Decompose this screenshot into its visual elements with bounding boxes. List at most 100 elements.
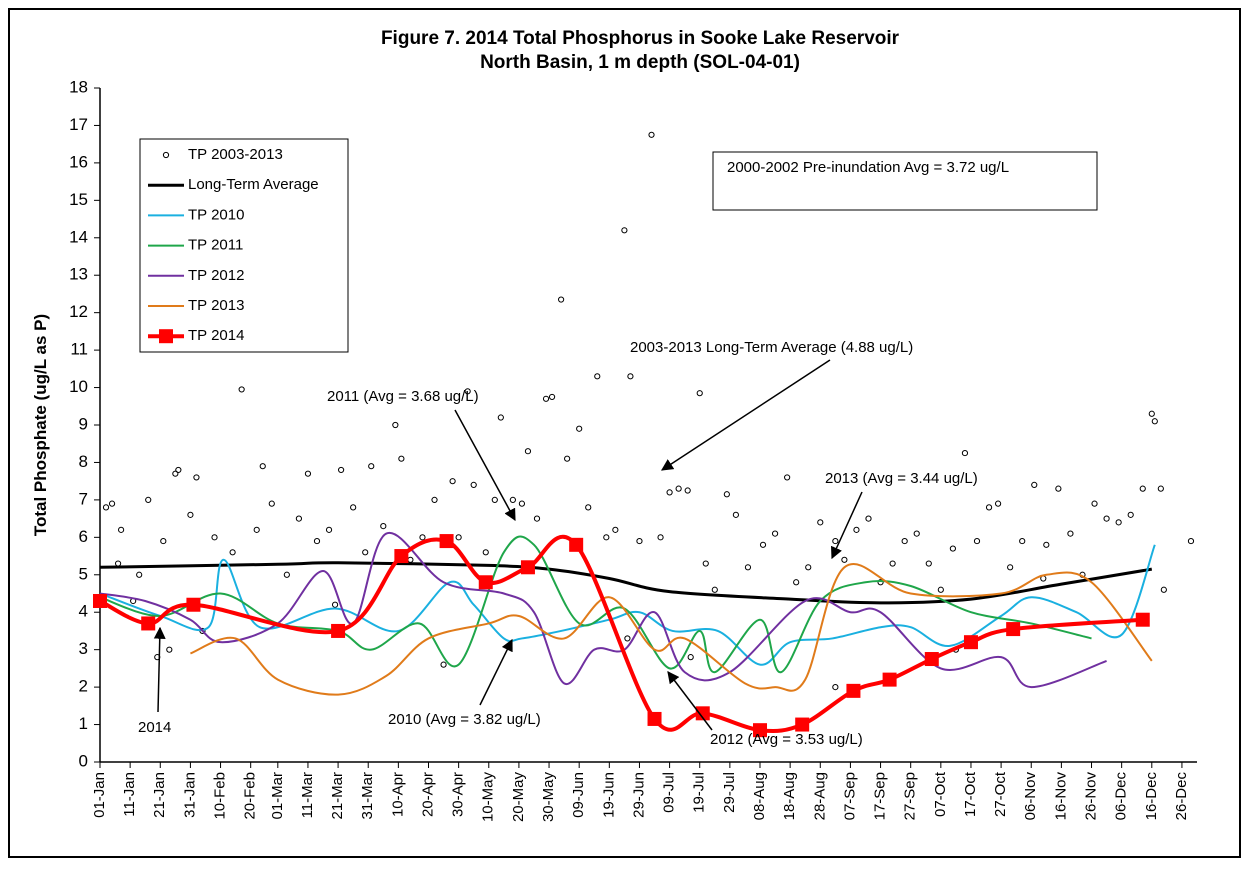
y-tick-label: 3 <box>79 639 88 658</box>
x-tick-label: 07-Oct <box>932 771 949 817</box>
series-line <box>99 544 1156 666</box>
scatter-point <box>723 491 730 498</box>
data-marker <box>141 616 156 631</box>
scatter-point <box>533 515 541 522</box>
data-marker <box>695 706 710 721</box>
scatter-point <box>117 526 125 533</box>
scatter-point <box>392 421 399 429</box>
x-tick-label: 10-Feb <box>212 772 229 820</box>
scatter-point <box>187 511 194 518</box>
scatter-point <box>380 523 387 530</box>
y-tick-label: 6 <box>79 527 88 546</box>
data-marker <box>394 549 409 564</box>
scatter-point <box>684 487 691 494</box>
x-tick-label: 26-Dec <box>1173 772 1190 821</box>
data-marker <box>186 597 201 612</box>
x-tick-label: 21-Mar <box>329 772 346 820</box>
x-tick-label: 19-Jul <box>691 772 708 813</box>
data-marker <box>647 711 662 726</box>
scatter-point <box>259 463 266 470</box>
scatter-point <box>949 545 956 552</box>
scatter-point <box>1160 586 1167 593</box>
y-tick-label: 4 <box>79 602 88 621</box>
scatter-point <box>687 654 694 661</box>
series-line <box>99 532 1107 689</box>
scatter-point <box>1055 485 1062 492</box>
y-tick-label: 15 <box>69 190 88 209</box>
scatter-point <box>175 466 182 474</box>
scatter-point <box>518 500 526 507</box>
x-tick-label: 19-Jun <box>600 772 617 818</box>
annotation-arrow <box>667 671 713 731</box>
scatter-point <box>901 537 908 545</box>
annotation: 2010 (Avg = 3.82 ug/L) <box>388 711 541 728</box>
x-tick-label: 17-Oct <box>962 771 979 817</box>
y-tick-label: 0 <box>79 751 88 770</box>
scatter-point <box>211 534 218 541</box>
scatter-point <box>1103 515 1110 522</box>
scatter-point <box>440 661 447 668</box>
scatter-point <box>1043 541 1050 548</box>
data-marker <box>963 635 978 650</box>
y-tick-label: 12 <box>69 302 88 321</box>
scatter-point <box>102 504 110 511</box>
scatter-point <box>1187 537 1195 545</box>
scatter-point <box>1031 481 1038 489</box>
scatter-point <box>805 564 812 571</box>
scatter-point <box>973 537 981 545</box>
data-marker <box>882 672 897 687</box>
y-tick-label: 1 <box>79 714 88 733</box>
legend-label: Long-Term Average <box>188 176 319 193</box>
scatter-point <box>295 515 303 522</box>
scatter-point <box>455 534 462 541</box>
scatter-point <box>576 425 583 432</box>
annotation-arrow <box>479 638 513 706</box>
series-line <box>99 561 1153 605</box>
legend-label: TP 2011 <box>188 237 243 254</box>
scatter-point <box>497 414 504 421</box>
scatter-point <box>784 474 791 481</box>
scatter-point <box>548 393 556 401</box>
x-tick-label: 29-Jun <box>630 772 647 818</box>
x-tick-label: 20-May <box>510 772 527 823</box>
scatter-point <box>594 373 601 380</box>
x-tick-label: 21-Jan <box>151 772 168 818</box>
scatter-point <box>657 534 664 541</box>
scatter-point <box>744 564 752 571</box>
data-marker <box>93 593 107 608</box>
x-tick-label: 01-Jan <box>91 772 108 818</box>
scatter-point <box>509 496 516 503</box>
scatter-point <box>865 515 872 522</box>
x-tick-label: 28-Aug <box>811 772 828 820</box>
scatter-point <box>1139 485 1146 492</box>
y-tick-label: 11 <box>70 340 88 359</box>
scatter-point <box>470 481 477 489</box>
x-tick-label: 31-Jan <box>181 772 198 818</box>
y-tick-label: 17 <box>69 115 88 134</box>
scatter-point <box>937 586 944 593</box>
legend-label: TP 2010 <box>188 206 244 223</box>
data-marker <box>569 537 584 552</box>
scatter-point <box>558 296 565 303</box>
data-marker <box>795 717 810 732</box>
scatter-point <box>832 684 839 691</box>
scatter-point <box>621 227 628 234</box>
scatter-point <box>648 131 655 138</box>
x-tick-label: 18-Aug <box>781 772 798 820</box>
scatter-point <box>283 571 290 578</box>
data-marker <box>1135 612 1150 627</box>
scatter-point <box>524 448 532 455</box>
scatter-point <box>313 537 321 545</box>
data-marker <box>520 560 535 575</box>
scatter-point <box>419 534 426 541</box>
scatter-point <box>696 390 703 397</box>
scatter-point <box>136 571 143 578</box>
x-tick-label: 20-Apr <box>419 772 436 817</box>
scatter-point <box>325 526 333 533</box>
x-tick-label: 27-Oct <box>992 771 1009 817</box>
x-tick-label: 30-May <box>540 772 557 823</box>
x-tick-label: 17-Sep <box>872 772 889 820</box>
scatter-point <box>1019 537 1026 545</box>
scatter-point <box>108 500 116 507</box>
